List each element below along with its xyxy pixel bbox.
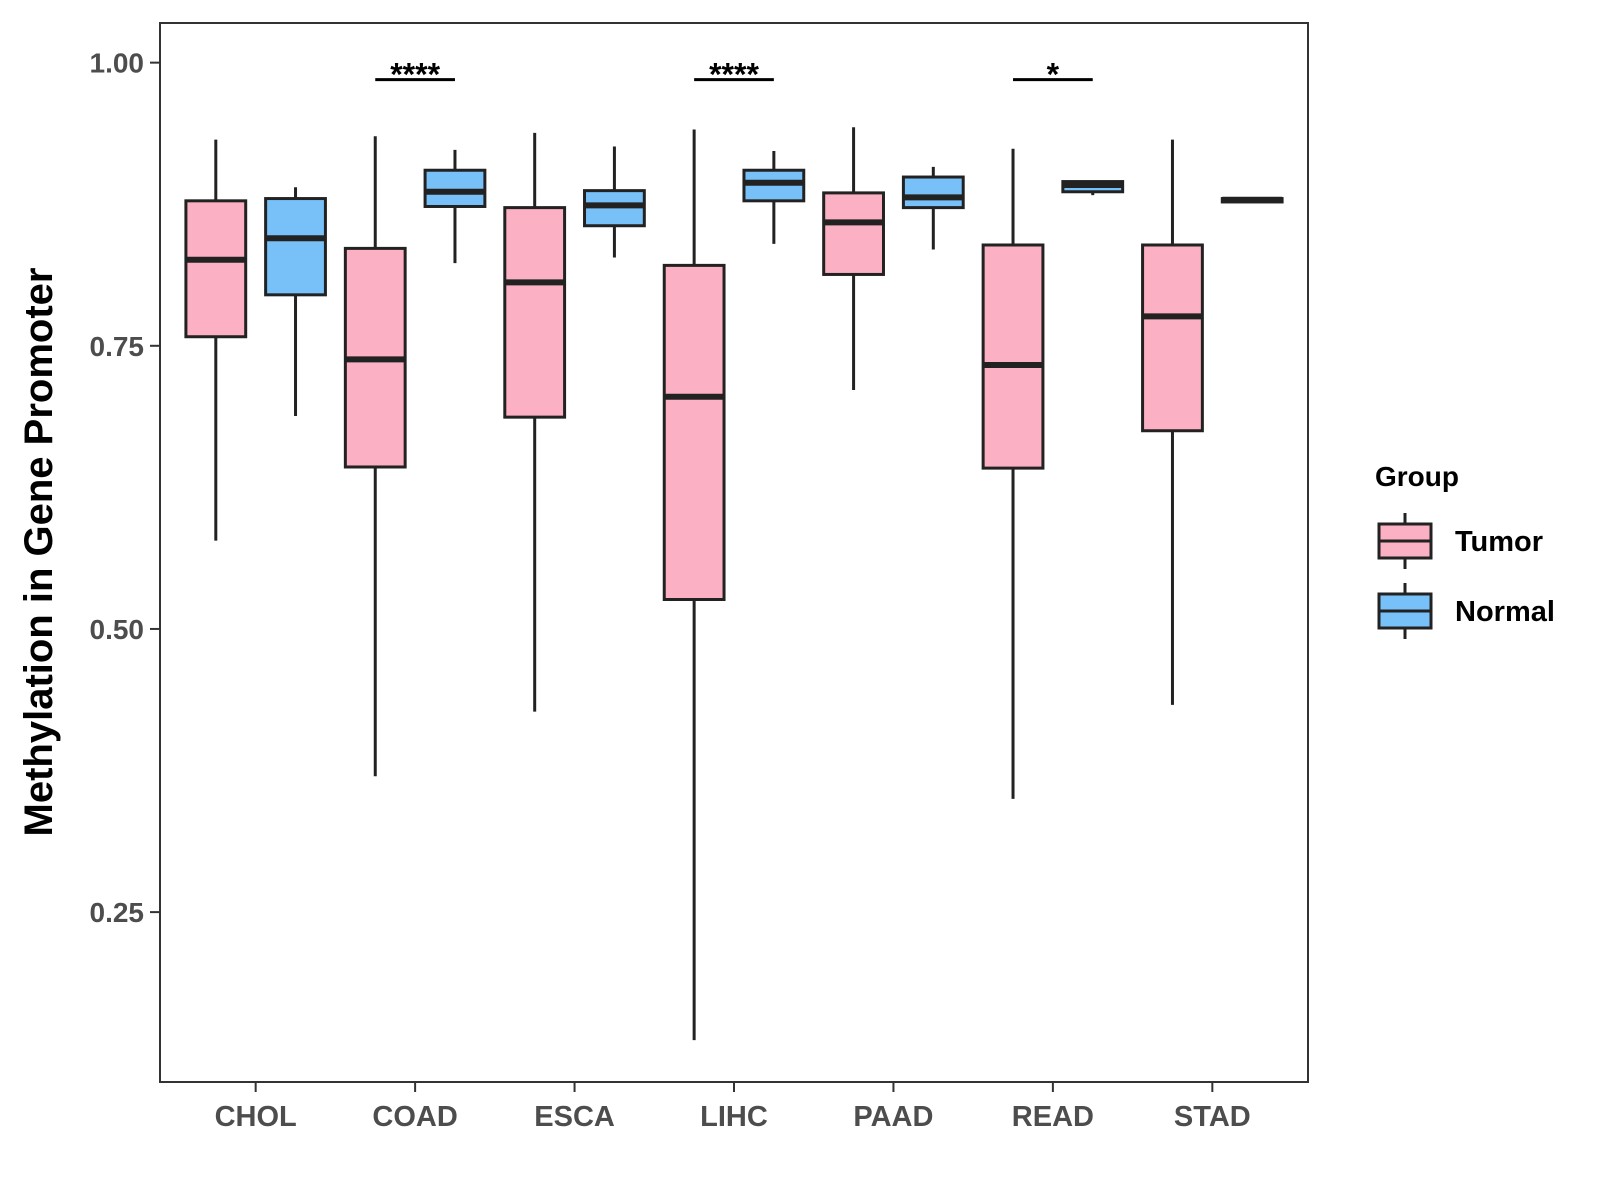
box-body: [822, 191, 885, 276]
legend: Group Tumor Normal: [1375, 461, 1555, 639]
box-normal-paad: [901, 166, 965, 250]
y-tick-label: 0.75: [90, 331, 145, 362]
box-tumor-chol: [184, 139, 248, 541]
box-body: [662, 263, 726, 602]
significance-coad: ****: [375, 57, 455, 93]
x-tick-label: READ: [1012, 1101, 1094, 1133]
y-axis-title: Methylation in Gene Promoter: [17, 268, 61, 837]
box-body: [264, 197, 327, 297]
x-tick-label: PAAD: [853, 1101, 933, 1133]
x-tick-label: CHOL: [215, 1101, 297, 1133]
x-tick-label: COAD: [372, 1101, 457, 1133]
significance-label: ****: [390, 57, 440, 93]
box-normal-esca: [583, 146, 646, 258]
legend-item-tumor: Tumor: [1377, 513, 1543, 569]
x-axis: CHOL COAD ESCA LIHC PAAD READ STAD: [215, 1082, 1251, 1133]
x-tick-label: ESCA: [534, 1101, 615, 1133]
box-tumor-coad: [343, 136, 407, 777]
y-tick-label: 0.25: [90, 897, 145, 928]
legend-label: Tumor: [1455, 526, 1543, 558]
box-body: [184, 199, 248, 339]
significance-label: *: [1047, 57, 1060, 93]
box-normal-chol: [264, 187, 327, 417]
box-normal-stad: [1220, 196, 1284, 204]
y-tick-label: 1.00: [90, 48, 145, 79]
box-normal-lihc: [742, 150, 806, 244]
box-body: [503, 206, 567, 419]
box-tumor-lihc: [662, 129, 726, 1041]
box-body: [423, 168, 487, 208]
x-tick-label: STAD: [1174, 1101, 1251, 1133]
box-tumor-esca: [503, 132, 567, 712]
plot-area: **** **** *: [184, 57, 1284, 1041]
box-tumor-paad: [822, 127, 885, 390]
y-axis: 0.25 0.50 0.75 1.00: [90, 48, 160, 928]
significance-label: ****: [709, 57, 759, 93]
box-tumor-stad: [1141, 139, 1204, 705]
box-tumor-read: [981, 148, 1045, 799]
box-normal-read: [1061, 180, 1125, 196]
box-normal-coad: [423, 149, 487, 264]
box-body: [901, 175, 965, 210]
significance-lihc: ****: [694, 57, 774, 93]
x-tick-label: LIHC: [700, 1101, 768, 1133]
box-body: [981, 243, 1045, 470]
legend-item-normal: Normal: [1377, 583, 1555, 639]
legend-title: Group: [1375, 461, 1459, 492]
significance-read: *: [1013, 57, 1093, 93]
y-tick-label: 0.50: [90, 614, 145, 645]
legend-label: Normal: [1455, 596, 1555, 628]
box-body: [1141, 243, 1204, 433]
